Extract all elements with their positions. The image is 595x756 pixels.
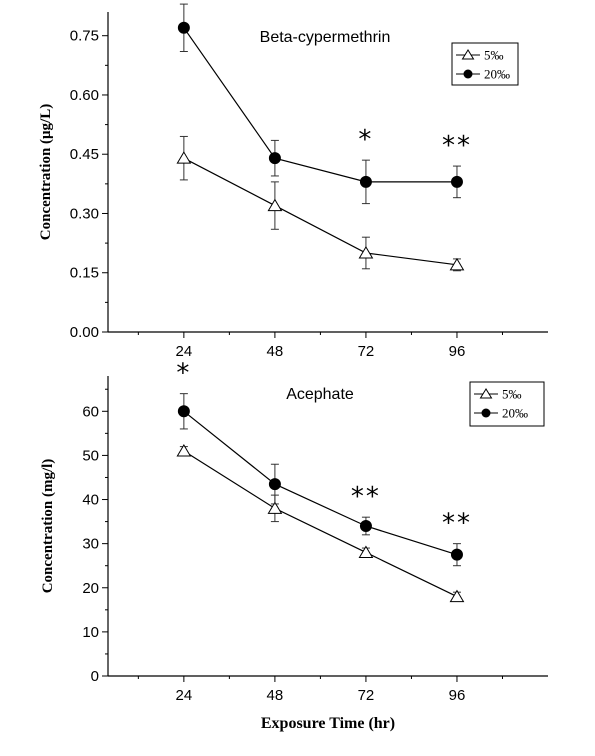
y-tick-label: 0.15: [70, 265, 99, 282]
x-tick-label: 96: [449, 687, 466, 704]
y-tick-label: 40: [82, 492, 99, 509]
x-tick-label: 72: [358, 343, 375, 360]
significance-marker: *: [358, 125, 373, 155]
x-tick-label: 48: [267, 343, 284, 360]
legend-label: 20‰: [484, 67, 510, 82]
data-point: [267, 198, 283, 212]
y-tick-label: 0.30: [70, 205, 99, 222]
y-tick-label: 30: [82, 536, 99, 553]
chart-title: Acephate: [286, 386, 354, 403]
x-axis-label: Exposure Time (hr): [261, 715, 395, 732]
data-point: [359, 175, 372, 188]
data-point: [449, 257, 465, 271]
data-point: [359, 520, 372, 532]
x-tick-label: 96: [449, 343, 466, 360]
legend-label: 5‰: [502, 387, 522, 402]
data-point: [358, 545, 374, 558]
data-point: [450, 548, 463, 561]
legend-label: 5‰: [484, 48, 504, 63]
data-point: [268, 152, 281, 165]
legend-marker: [481, 408, 491, 418]
chart-panel-1: 0.00 0.15 0.30 0.45 0.60 0.75 24 48 72 96 Concentr…: [38, 3, 548, 360]
series-line-2: [183, 27, 457, 183]
y-tick-label: 60: [82, 403, 99, 420]
data-point: [177, 405, 190, 418]
legend-marker: [463, 69, 473, 79]
legend: 5‰20‰: [469, 381, 545, 427]
legend-marker: [479, 388, 493, 399]
series-line-1: [183, 450, 458, 598]
legend-label: 20‰: [502, 406, 528, 421]
x-tick-label: 24: [176, 687, 193, 704]
data-point: [449, 589, 465, 603]
data-point: [267, 501, 283, 514]
x-tick-label: 48: [267, 687, 284, 704]
x-tick-label: 72: [358, 687, 375, 704]
y-tick-label: 0.60: [70, 87, 99, 104]
significance-marker: **: [442, 509, 472, 539]
chart-title: Beta-cypermethrin: [260, 29, 391, 46]
series-line-1: [183, 157, 458, 266]
legend: 5‰20‰: [451, 42, 519, 86]
y-tick-label: 0.75: [70, 28, 99, 45]
data-point: [177, 21, 190, 34]
legend-box: [469, 381, 545, 427]
y-tick-label: 20: [82, 580, 99, 597]
significance-marker: *: [176, 359, 191, 389]
data-point: [268, 478, 281, 491]
data-point: [358, 246, 374, 259]
y-tick-label: 0: [91, 668, 99, 685]
y-tick-label: 0.00: [70, 324, 99, 341]
data-point: [176, 444, 192, 457]
data-point: [450, 175, 463, 188]
significance-marker: **: [442, 131, 472, 161]
y-tick-label: 50: [82, 447, 99, 464]
x-tick-label: 24: [176, 343, 193, 360]
significance-marker: **: [351, 482, 381, 512]
series-line-2: [183, 410, 458, 556]
data-point: [176, 151, 192, 164]
legend-marker: [461, 49, 475, 60]
y-axis-label: Concentration (mg/l): [40, 459, 56, 594]
y-tick-label: 10: [82, 624, 99, 641]
y-tick-label: 0.45: [70, 146, 99, 163]
y-axis-label: Concentration (μg/L): [38, 104, 54, 240]
legend-box: [451, 42, 519, 86]
chart-panel-2: 0 10 20 30 40 50 60 24 48 72 96 Concentration (mg/l…: [40, 359, 548, 732]
